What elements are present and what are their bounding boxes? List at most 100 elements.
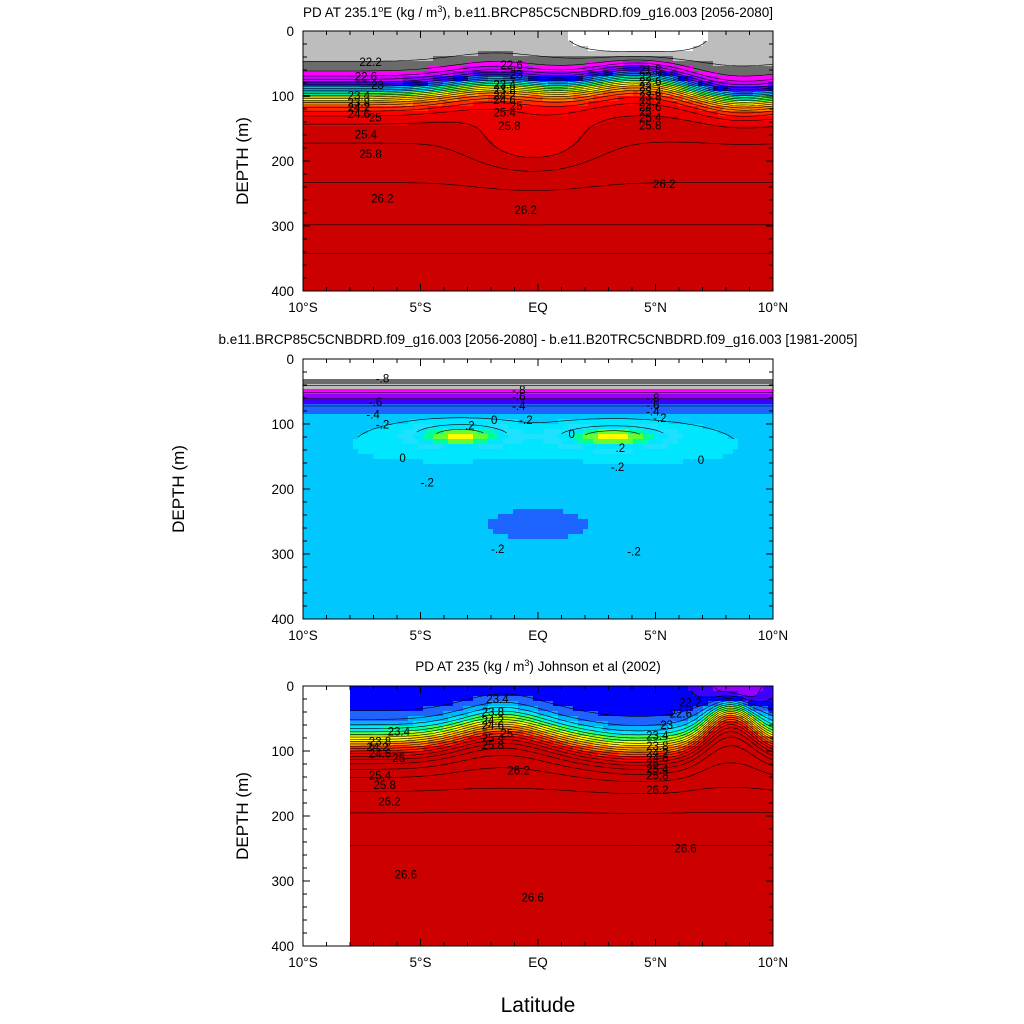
field-cell	[628, 261, 634, 267]
field-cell	[493, 121, 499, 127]
field-cell	[468, 161, 474, 167]
field-cell	[578, 171, 584, 177]
field-cell	[363, 61, 369, 67]
field-cell	[403, 246, 409, 252]
field-cell	[373, 286, 379, 291]
field-cell	[443, 96, 449, 102]
field-cell	[538, 81, 544, 87]
field-cell	[653, 211, 659, 217]
field-cell	[663, 146, 669, 152]
field-cell	[328, 46, 334, 52]
field-cell	[613, 171, 619, 177]
field-cell	[313, 61, 319, 67]
field-cell	[578, 71, 584, 77]
field-cell	[753, 241, 759, 247]
field-cell	[583, 146, 589, 152]
field-cell	[683, 221, 689, 227]
field-cell	[598, 36, 604, 42]
field-cell	[408, 96, 414, 102]
contour-line	[303, 97, 773, 117]
field-cell	[488, 116, 494, 122]
field-cell	[728, 236, 734, 242]
field-cell	[743, 241, 749, 247]
field-cell	[338, 111, 344, 117]
field-cell	[393, 91, 399, 97]
field-cell	[603, 281, 609, 287]
field-cell	[698, 61, 704, 67]
field-cell	[468, 126, 474, 132]
field-cell	[568, 246, 574, 252]
field-cell	[598, 151, 604, 157]
field-cell	[748, 271, 754, 277]
field-cell	[738, 81, 744, 87]
field-cell	[413, 41, 419, 47]
field-cell	[473, 156, 479, 162]
field-cell	[698, 211, 704, 217]
field-cell	[528, 156, 534, 162]
field-cell	[633, 226, 639, 232]
field-cell	[563, 76, 569, 82]
field-cell	[358, 31, 364, 37]
field-cell	[638, 31, 644, 37]
field-cell	[413, 86, 419, 92]
field-cell	[543, 126, 549, 132]
field-cell	[688, 116, 694, 122]
field-cell	[608, 131, 614, 137]
field-cell	[413, 176, 419, 182]
field-cell	[578, 211, 584, 217]
field-cell	[703, 81, 709, 87]
field-cell	[693, 176, 699, 182]
field-cell	[543, 216, 549, 222]
field-cell	[438, 36, 444, 42]
field-cell	[538, 286, 544, 291]
field-cell	[608, 121, 614, 127]
field-cell	[603, 131, 609, 137]
field-cell	[313, 121, 319, 127]
field-cell	[418, 41, 424, 47]
field-cell	[588, 151, 594, 157]
field-cell	[673, 216, 679, 222]
field-cell	[648, 281, 654, 287]
field-cell	[733, 216, 739, 222]
field-cell	[468, 96, 474, 102]
field-cell	[573, 71, 579, 77]
field-cell	[603, 51, 609, 57]
field-cell	[478, 131, 484, 137]
field-cell	[548, 166, 554, 172]
field-cell	[718, 276, 724, 282]
field-cell	[333, 141, 339, 147]
field-cell	[578, 216, 584, 222]
field-cell	[748, 201, 754, 207]
field-cell	[378, 51, 384, 57]
field-cell	[763, 256, 769, 262]
field-cell	[758, 166, 764, 172]
field-cell	[668, 186, 674, 192]
field-cell	[558, 31, 564, 37]
field-cell	[603, 206, 609, 212]
field-cell	[413, 181, 419, 187]
field-cell	[543, 266, 549, 272]
field-cell	[368, 271, 374, 277]
field-cell	[548, 116, 554, 122]
field-cell	[613, 66, 619, 72]
field-cell	[553, 101, 559, 107]
field-cell	[478, 91, 484, 97]
field-cell	[583, 281, 589, 287]
field-cell	[323, 281, 329, 287]
field-cell	[313, 261, 319, 267]
field-cell	[718, 111, 724, 117]
field-cell	[583, 266, 589, 272]
field-cell	[543, 131, 549, 137]
field-cell	[743, 71, 749, 77]
field-cell	[323, 226, 329, 232]
field-cell	[678, 36, 684, 42]
field-cell	[588, 111, 594, 117]
field-cell	[403, 171, 409, 177]
field-cell	[583, 106, 589, 112]
field-cell	[333, 66, 339, 72]
field-cell	[753, 116, 759, 122]
field-cell	[498, 171, 504, 177]
field-cell	[663, 156, 669, 162]
field-cell	[568, 241, 574, 247]
field-cell	[663, 286, 669, 291]
